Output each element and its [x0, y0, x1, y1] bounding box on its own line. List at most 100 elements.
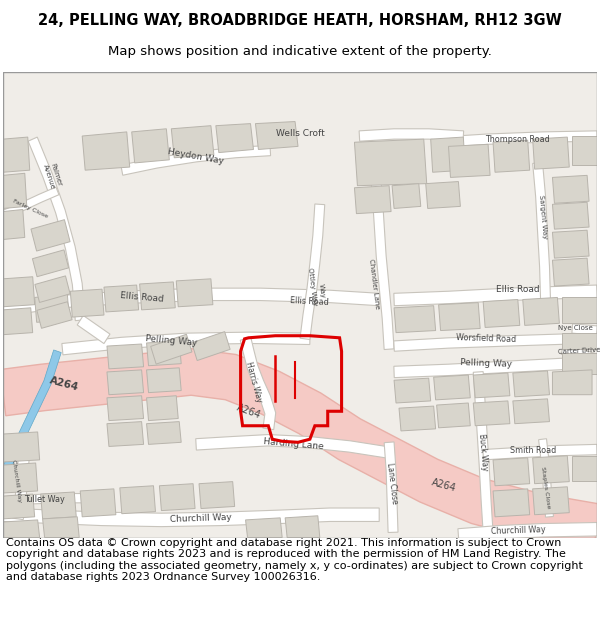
Polygon shape: [151, 334, 192, 364]
Polygon shape: [107, 344, 143, 369]
Polygon shape: [77, 316, 110, 344]
Polygon shape: [2, 288, 380, 316]
Polygon shape: [107, 370, 143, 395]
Text: Staples Close: Staples Close: [540, 467, 551, 509]
Polygon shape: [0, 350, 61, 478]
Polygon shape: [140, 282, 175, 310]
Polygon shape: [256, 121, 298, 149]
Polygon shape: [394, 306, 436, 332]
Polygon shape: [553, 258, 589, 286]
Polygon shape: [3, 508, 379, 527]
Polygon shape: [458, 522, 597, 542]
Polygon shape: [240, 338, 276, 429]
Polygon shape: [146, 396, 178, 421]
Polygon shape: [196, 434, 390, 458]
Polygon shape: [199, 482, 235, 509]
Polygon shape: [3, 308, 33, 335]
Polygon shape: [553, 230, 589, 258]
Polygon shape: [2, 187, 59, 219]
Polygon shape: [439, 302, 480, 331]
Polygon shape: [355, 139, 427, 186]
Polygon shape: [359, 129, 464, 141]
Polygon shape: [473, 373, 510, 398]
Polygon shape: [513, 399, 550, 424]
Text: Way: Way: [318, 284, 326, 299]
Text: 24, PELLING WAY, BROADBRIDGE HEATH, HORSHAM, RH12 3GW: 24, PELLING WAY, BROADBRIDGE HEATH, HORS…: [38, 12, 562, 28]
Polygon shape: [3, 72, 597, 538]
Text: Ottley Way: Ottley Way: [307, 268, 317, 306]
Text: A264: A264: [430, 478, 457, 494]
Text: Pelling Way: Pelling Way: [145, 334, 197, 348]
Text: Farley Close: Farley Close: [13, 198, 49, 219]
Polygon shape: [533, 487, 569, 515]
Polygon shape: [493, 458, 530, 486]
Polygon shape: [80, 489, 116, 517]
Text: Tullet Way: Tullet Way: [24, 495, 65, 504]
Polygon shape: [493, 489, 530, 517]
Polygon shape: [355, 186, 391, 214]
Polygon shape: [0, 349, 600, 550]
Polygon shape: [513, 371, 550, 397]
Text: Thompson Road: Thompson Road: [485, 134, 550, 144]
Polygon shape: [392, 184, 421, 209]
Polygon shape: [13, 444, 30, 519]
Polygon shape: [533, 162, 550, 299]
Polygon shape: [216, 124, 253, 152]
Polygon shape: [434, 375, 470, 400]
Polygon shape: [384, 442, 398, 532]
Polygon shape: [553, 202, 589, 229]
Polygon shape: [3, 137, 30, 172]
Text: Buck Way: Buck Way: [477, 434, 489, 472]
Polygon shape: [439, 131, 597, 148]
Polygon shape: [107, 396, 143, 421]
Polygon shape: [43, 517, 79, 538]
Text: Worsfield Road: Worsfield Road: [456, 333, 517, 344]
Polygon shape: [120, 486, 155, 514]
Polygon shape: [572, 136, 600, 165]
Polygon shape: [285, 516, 320, 538]
Polygon shape: [146, 341, 181, 366]
Polygon shape: [394, 334, 572, 351]
Polygon shape: [28, 137, 85, 321]
Text: Heydon Way: Heydon Way: [167, 148, 225, 166]
Text: Churchill Way: Churchill Way: [11, 459, 22, 503]
Polygon shape: [399, 406, 436, 431]
Polygon shape: [191, 332, 230, 361]
Polygon shape: [3, 520, 40, 538]
Polygon shape: [245, 518, 282, 538]
Polygon shape: [3, 432, 40, 462]
Polygon shape: [121, 146, 271, 175]
Text: Wells Croft: Wells Croft: [275, 129, 325, 139]
Polygon shape: [493, 140, 530, 172]
Text: Map shows position and indicative extent of the property.: Map shows position and indicative extent…: [108, 45, 492, 58]
Polygon shape: [483, 299, 520, 328]
Polygon shape: [473, 401, 510, 426]
Polygon shape: [533, 456, 569, 484]
Polygon shape: [553, 176, 589, 203]
Polygon shape: [31, 219, 70, 251]
Text: Harris Way: Harris Way: [244, 361, 263, 404]
Polygon shape: [35, 294, 70, 322]
Polygon shape: [172, 126, 214, 158]
Polygon shape: [132, 129, 169, 163]
Text: Sargent Way: Sargent Way: [538, 194, 547, 239]
Polygon shape: [3, 494, 35, 519]
Polygon shape: [370, 162, 394, 349]
Polygon shape: [533, 137, 569, 169]
Polygon shape: [146, 368, 181, 392]
Text: Palmer
Avenue: Palmer Avenue: [43, 161, 62, 190]
Text: Harding Lane: Harding Lane: [263, 438, 323, 451]
Polygon shape: [35, 276, 70, 302]
Polygon shape: [394, 285, 597, 306]
Polygon shape: [572, 324, 598, 335]
Polygon shape: [70, 289, 104, 317]
Polygon shape: [539, 439, 553, 517]
Polygon shape: [437, 403, 470, 428]
Polygon shape: [473, 372, 493, 532]
Text: Pelling Way: Pelling Way: [460, 358, 512, 369]
Polygon shape: [562, 298, 597, 323]
Polygon shape: [3, 463, 38, 493]
Text: Lane Close: Lane Close: [385, 462, 399, 505]
Polygon shape: [426, 181, 460, 209]
Text: Churchill Way: Churchill Way: [170, 513, 232, 524]
